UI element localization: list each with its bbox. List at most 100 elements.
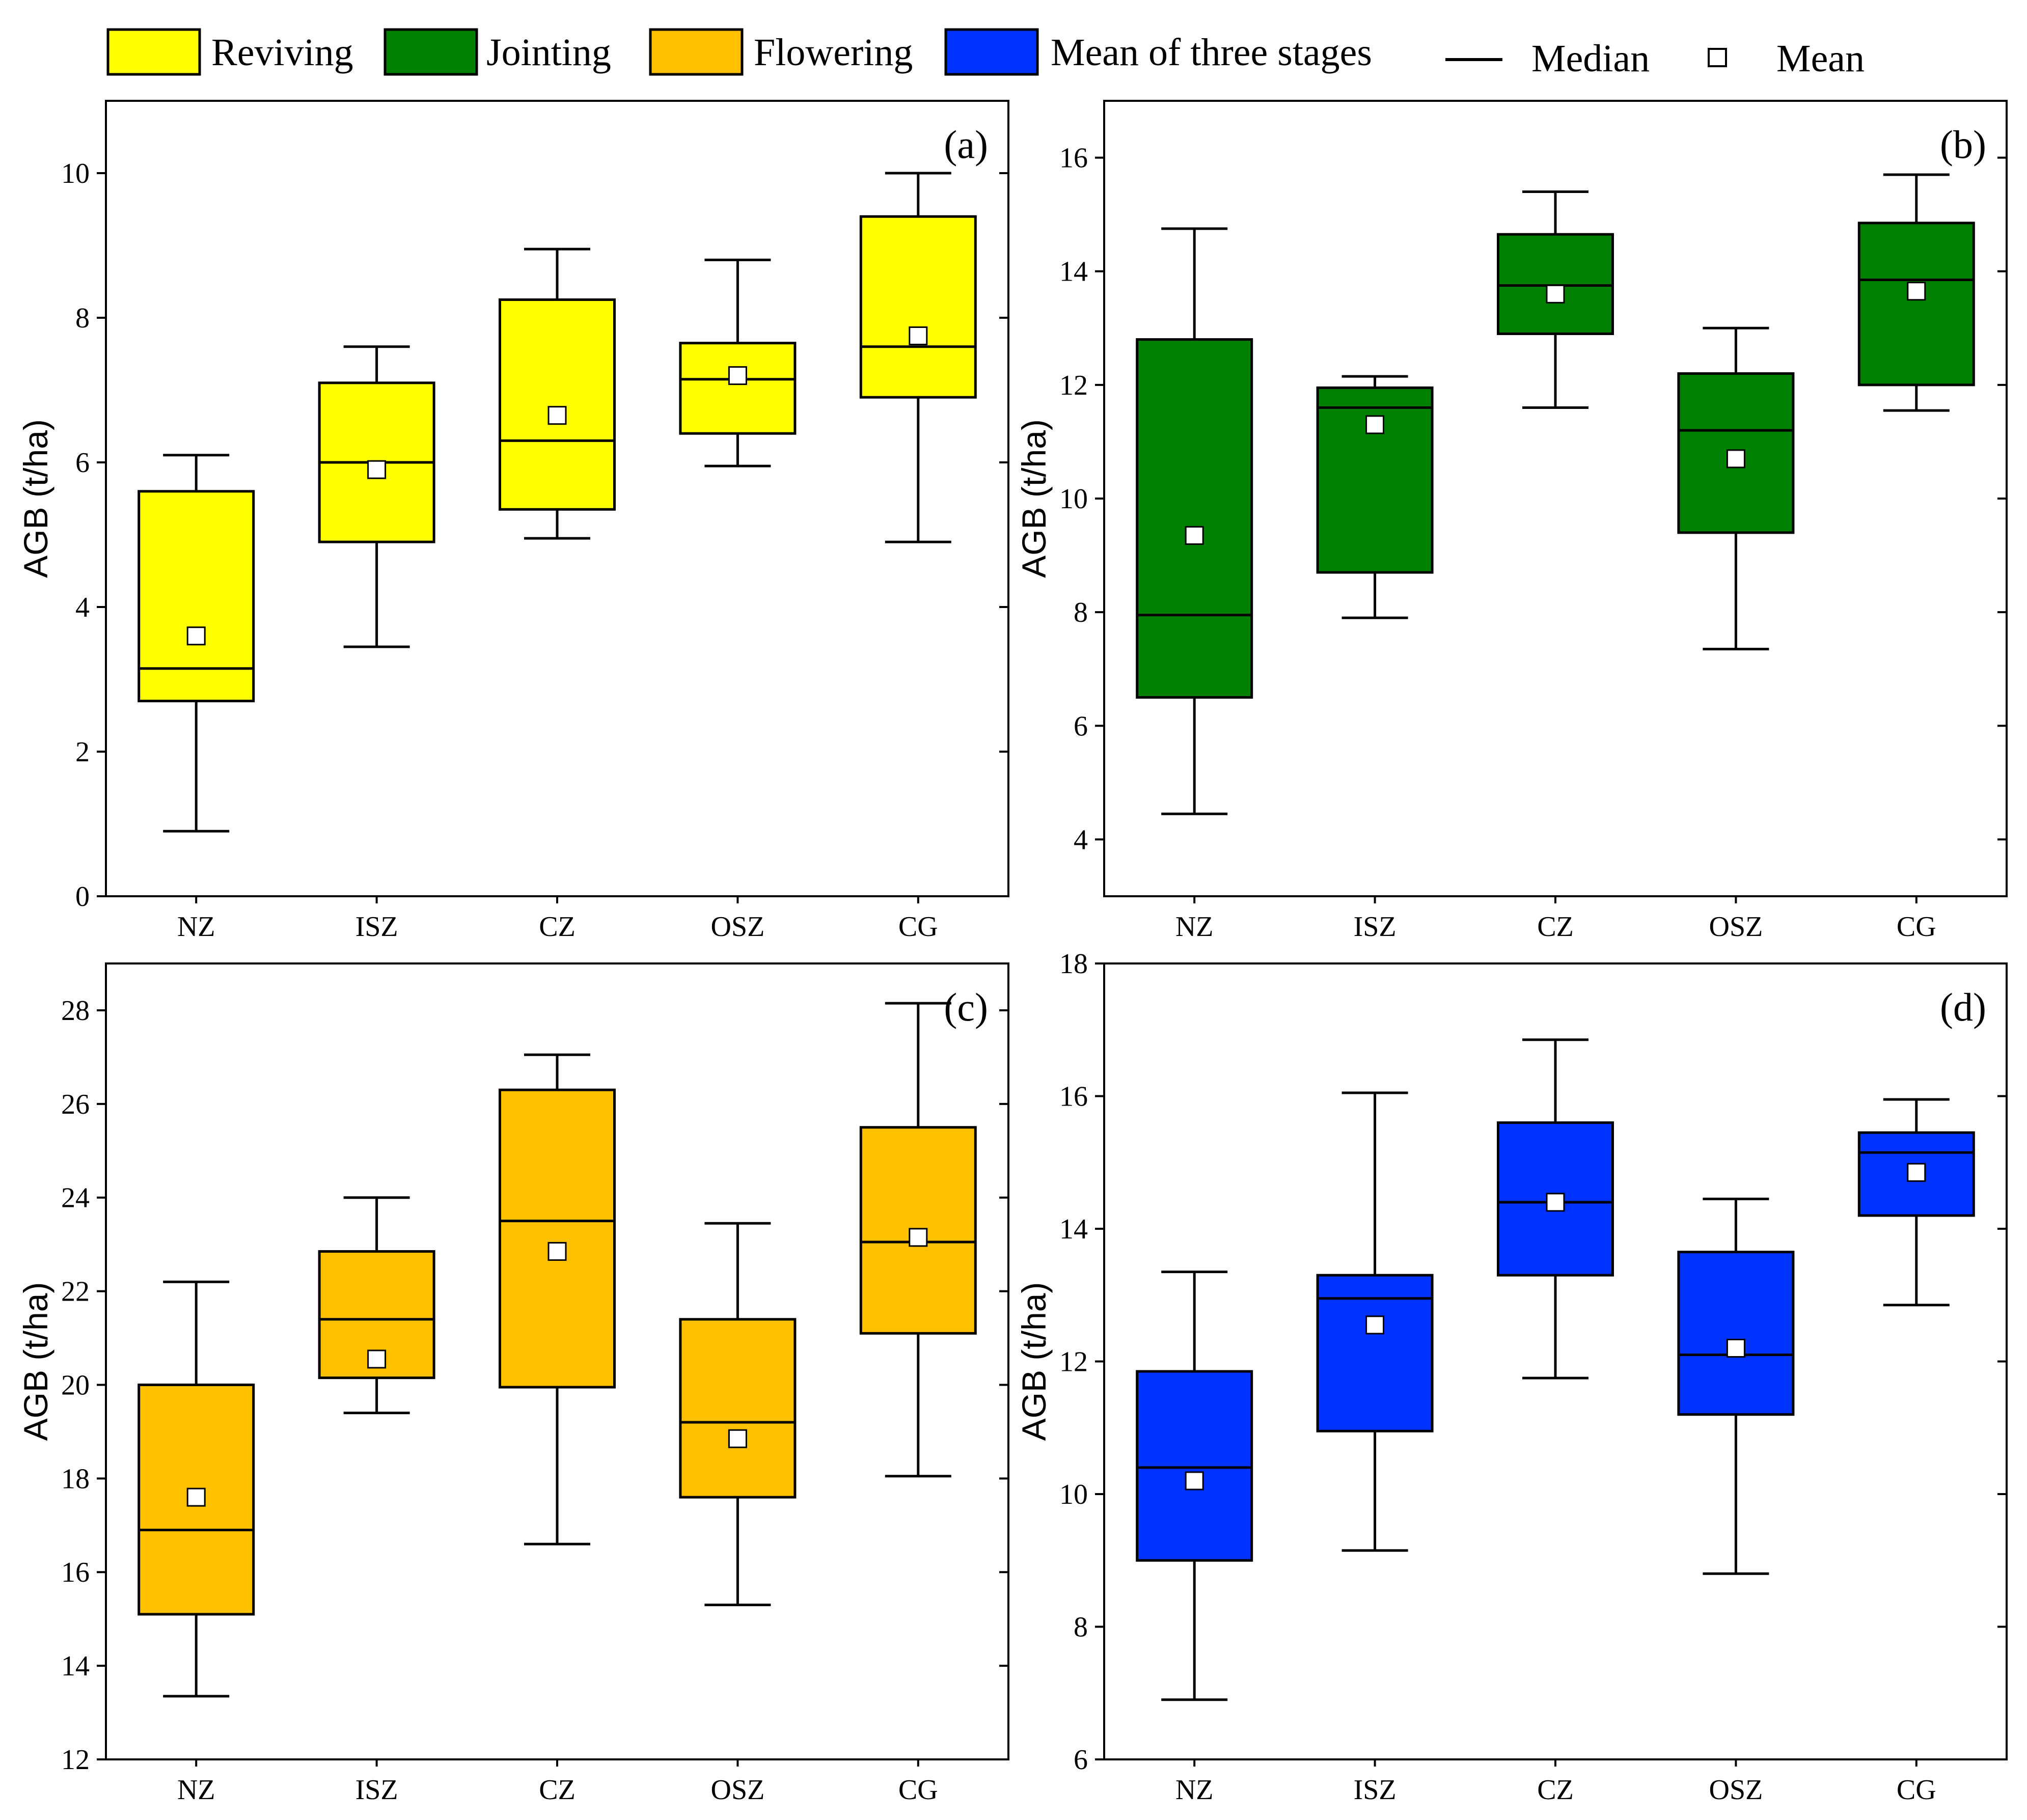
box-cz [1497, 190, 1614, 409]
y-axis-title: AGB (t/ha) [17, 419, 54, 578]
panel-a: 0 2 4 6 8 10 AGB (t/ha) (a) NZ ISZ CZ OSZ CG [17, 100, 1009, 943]
box-osz [1677, 326, 1795, 651]
mean-marker [547, 406, 567, 425]
legend-label-median: Median [1531, 37, 1650, 80]
mean-marker [1726, 1338, 1745, 1358]
box-isz [1316, 375, 1434, 619]
y-tick-label: 22 [61, 1276, 90, 1308]
y-tick-label: 14 [1059, 1214, 1088, 1245]
iqr-box [499, 1088, 616, 1389]
y-tick-label: 2 [75, 736, 90, 768]
y-tick-label: 16 [61, 1557, 90, 1588]
y-tick-label: 14 [61, 1650, 90, 1682]
y-tick-label: 12 [1059, 370, 1088, 401]
panel-tag: (b) [1940, 122, 1986, 167]
panel-tag: (d) [1940, 985, 1986, 1029]
legend-item-mean-of-three-stages: Mean of three stages [944, 28, 1372, 76]
y-tick-label: 6 [75, 447, 90, 479]
y-tick-label: 12 [61, 1744, 90, 1776]
mean-marker [728, 366, 747, 385]
iqr-box [1136, 1370, 1253, 1562]
legend: Reviving Jointing Flowering Mean of thre… [106, 28, 1865, 80]
box-cg [1857, 173, 1975, 412]
x-tick-label: CZ [1537, 1774, 1574, 1806]
box-osz [679, 1222, 797, 1607]
legend-label-jointing: Jointing [486, 31, 611, 74]
mean-marker [1365, 1315, 1385, 1335]
legend-swatch-reviving [106, 28, 201, 76]
y-tick-label: 12 [1059, 1346, 1088, 1378]
iqr-box [499, 298, 616, 511]
y-tick-label: 0 [75, 881, 90, 913]
x-tick-label: CG [1897, 911, 1936, 943]
panel-c: 12 14 16 18 20 22 24 26 28 AGB (t/ha) (c) NZ ISZ CZ OS… [17, 962, 1009, 1806]
x-tick-label: OSZ [1709, 911, 1763, 943]
y-tick-label: 6 [1074, 710, 1088, 742]
panel-d: 6 8 10 12 14 16 18 AGB (t/ha) (d) NZ ISZ CZ OSZ CG [1015, 948, 2008, 1806]
y-tick-label: 20 [61, 1369, 90, 1401]
panel-tag: (c) [944, 985, 988, 1029]
y-tick-label: 18 [1059, 948, 1088, 980]
mean-marker [186, 1487, 206, 1507]
legend-label-mean: Mean [1776, 37, 1865, 80]
iqr-box [1497, 233, 1614, 335]
x-tick-label: CG [898, 911, 938, 943]
box-cz [1497, 1038, 1614, 1380]
box-nz [1136, 1271, 1253, 1701]
mean-marker [367, 460, 387, 479]
mean-marker [186, 626, 206, 646]
x-tick-label: ISZ [355, 1774, 398, 1806]
y-tick-label: 8 [75, 302, 90, 334]
legend-item-reviving: Reviving [106, 28, 353, 76]
iqr-box [138, 490, 255, 703]
y-tick-label: 6 [1074, 1744, 1088, 1776]
legend-item-mean: Mean [1708, 37, 1865, 80]
box-cz [499, 247, 616, 540]
box-cg [859, 172, 977, 543]
legend-label-reviving: Reviving [211, 31, 353, 74]
x-tick-label: OSZ [1709, 1774, 1763, 1806]
y-tick-label: 24 [61, 1182, 90, 1214]
mean-marker [1185, 1471, 1204, 1491]
box-cg [1857, 1098, 1975, 1307]
x-tick-label: ISZ [355, 911, 398, 943]
x-tick-label: OSZ [711, 911, 765, 943]
x-tick-label: ISZ [1354, 911, 1396, 943]
x-tick-label: CZ [539, 911, 576, 943]
box-cg [859, 1002, 977, 1478]
box-osz [1677, 1197, 1795, 1575]
y-axis-title: AGB (t/ha) [17, 1282, 54, 1441]
x-tick-label: CG [898, 1774, 938, 1806]
iqr-box [1316, 1274, 1434, 1432]
legend-swatch-flowering [649, 28, 744, 76]
x-tick-label: CG [1897, 1774, 1936, 1806]
y-tick-label: 18 [61, 1463, 90, 1495]
x-tick-label: NZ [1175, 911, 1214, 943]
legend-label-flowering: Flowering [754, 31, 913, 74]
mean-marker [1546, 1193, 1565, 1212]
x-tick-label: CZ [1537, 911, 1574, 943]
y-tick-label: 10 [61, 158, 90, 189]
legend-swatch-jointing [384, 28, 478, 76]
box-isz [318, 1196, 435, 1415]
y-tick-label: 26 [61, 1089, 90, 1120]
mean-marker [547, 1242, 567, 1261]
mean-marker [728, 1429, 747, 1448]
x-tick-label: NZ [177, 1774, 215, 1806]
legend-item-flowering: Flowering [649, 28, 913, 76]
panel-b: 4 6 8 10 12 14 16 AGB (t/ha) (b) NZ ISZ CZ OSZ CG [1015, 100, 2008, 943]
box-isz [1316, 1091, 1434, 1552]
iqr-box [679, 342, 797, 435]
x-tick-label: CZ [539, 1774, 576, 1806]
mean-marker [1907, 1163, 1926, 1182]
mean-marker [1726, 449, 1745, 468]
box-cz [499, 1053, 616, 1546]
y-tick-label: 8 [1074, 597, 1088, 628]
iqr-box [679, 1318, 797, 1499]
mean-marker [1185, 526, 1204, 545]
legend-item-median: Median [1445, 37, 1650, 80]
iqr-box [859, 215, 977, 399]
mean-marker [1365, 415, 1385, 434]
iqr-box [1136, 338, 1253, 699]
